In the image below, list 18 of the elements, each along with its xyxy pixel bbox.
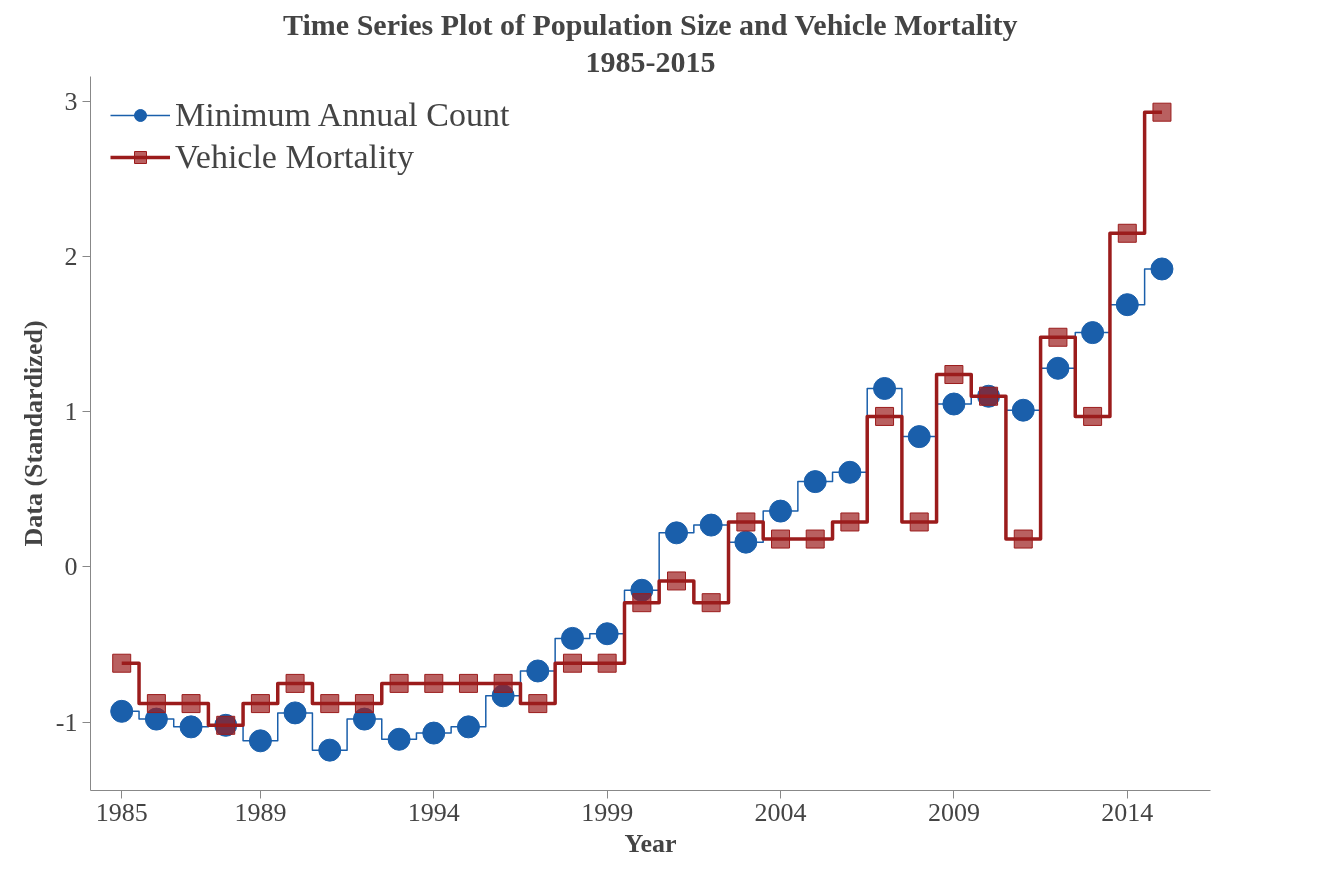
y-tick-label: 0 <box>64 552 78 582</box>
x-tick-label: 1994 <box>407 797 460 827</box>
x-tick-label: 2014 <box>1101 797 1154 827</box>
x-tick-label: 2004 <box>754 797 807 827</box>
y-axis-title: Data (Standardized) <box>18 320 48 547</box>
chart-title: Time Series Plot of Population Size and Vehicle Mortality <box>283 7 1018 41</box>
legend-label: Vehicle Mortality <box>175 138 414 176</box>
x-tick-label: 2009 <box>927 797 980 827</box>
x-axis-title: Year <box>624 828 677 858</box>
x-tick-label: 1985 <box>95 797 148 827</box>
y-tick-label: -1 <box>55 707 78 737</box>
legend-label: Minimum Annual Count <box>175 96 510 134</box>
y-tick-label: 2 <box>64 242 78 272</box>
chart-subtitle: 1985-2015 <box>585 44 716 78</box>
x-tick-label: 1999 <box>581 797 634 827</box>
y-tick-label: 3 <box>64 86 78 116</box>
x-tick-label: 1989 <box>234 797 287 827</box>
y-tick-label: 1 <box>64 397 78 427</box>
